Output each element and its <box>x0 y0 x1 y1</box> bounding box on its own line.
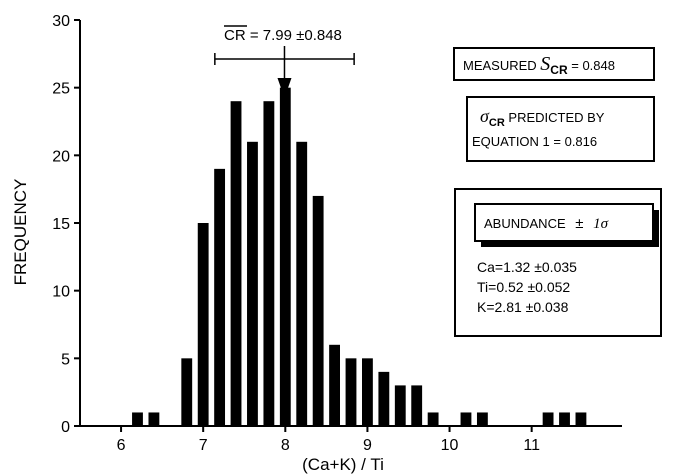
predicted-line1-rest: PREDICTED BY <box>505 110 605 125</box>
abundance-header-label: ABUNDANCE <box>484 216 566 231</box>
histogram-bar <box>394 385 406 426</box>
abundance-header-frame <box>474 203 654 242</box>
histogram-bar <box>345 358 357 426</box>
mean-symbol: CR <box>224 27 246 44</box>
x-tick-label: 9 <box>363 437 372 454</box>
measured-subscript: CR <box>550 63 568 77</box>
histogram-bar <box>214 168 226 426</box>
histogram-bar <box>329 344 340 426</box>
abundance-header-sigma: 1σ <box>593 216 609 232</box>
histogram-bar <box>362 358 373 426</box>
histogram-bar <box>378 371 390 426</box>
y-ticks-group: 0 5 10 15 20 25 30 <box>52 13 80 436</box>
histogram-bar <box>542 412 554 426</box>
histogram-bar <box>263 101 275 426</box>
y-tick-label: 30 <box>52 13 70 30</box>
measured-box: MEASURED SCR = 0.848 <box>453 47 655 81</box>
y-tick-label: 15 <box>52 216 70 233</box>
histogram-bar <box>296 141 308 427</box>
abundance-header: ABUNDANCE ± 1σ <box>484 215 609 232</box>
mean-annotation: CR = 7.99 ±0.848 <box>214 25 355 98</box>
predicted-box: σCR PREDICTED BY EQUATION 1 = 0.816 <box>466 96 655 162</box>
predicted-subscript: CR <box>489 117 505 129</box>
histogram-bar <box>247 141 258 427</box>
x-tick-label: 11 <box>523 437 540 454</box>
mean-arrow-head <box>277 78 292 98</box>
histogram-bar <box>575 412 587 426</box>
histogram-bar <box>460 412 472 426</box>
histogram-bar <box>427 412 439 426</box>
y-tick-label: 25 <box>52 81 70 98</box>
histogram-bar <box>148 412 160 426</box>
x-tick-label: 7 <box>199 437 208 454</box>
mean-label: CR = 7.99 ±0.848 <box>224 27 342 44</box>
histogram-bar <box>197 223 209 426</box>
abundance-ti: Ti=0.52 ±0.052 <box>477 279 570 295</box>
histogram-bar <box>476 412 488 426</box>
predicted-box-frame <box>466 96 655 162</box>
measured-suffix: = 0.848 <box>568 58 615 73</box>
measured-prefix: MEASURED <box>463 58 540 73</box>
y-tick-label: 10 <box>52 284 70 301</box>
x-tick-label: 6 <box>117 437 126 454</box>
abundance-ca: Ca=1.32 ±0.035 <box>477 259 577 275</box>
x-tick-label: 8 <box>281 437 290 454</box>
histogram-bar <box>411 385 423 426</box>
abundance-k: K=2.81 ±0.038 <box>477 299 569 315</box>
abundance-header-pm: ± <box>575 215 583 232</box>
x-ticks-group: 6 7 8 9 10 11 <box>117 426 540 454</box>
y-tick-label: 20 <box>52 148 70 165</box>
measured-box-frame <box>453 47 655 81</box>
histogram-bar <box>181 358 193 426</box>
x-tick-label: 10 <box>441 437 459 454</box>
mean-value: = 7.99 ±0.848 <box>246 27 342 44</box>
y-tick-label: 5 <box>61 351 70 368</box>
histogram-bar <box>132 412 143 426</box>
measured-symbol: S <box>540 53 550 75</box>
histogram-bar <box>312 195 324 426</box>
measured-text: MEASURED SCR = 0.848 <box>463 53 615 77</box>
histogram-bar <box>230 101 242 426</box>
predicted-symbol: σ <box>480 106 490 126</box>
predicted-line1: σCR PREDICTED BY <box>480 106 605 129</box>
histogram-bar <box>279 87 291 427</box>
histogram-bar <box>559 412 570 426</box>
y-tick-label: 0 <box>61 419 70 436</box>
predicted-line2: EQUATION 1 = 0.816 <box>472 134 597 149</box>
x-axis-label: (Ca+K) / Ti <box>302 455 384 474</box>
abundance-box: ABUNDANCE ± 1σ Ca=1.32 ±0.035 Ti=0.52 ±0… <box>454 188 662 337</box>
y-axis-label: FREQUENCY <box>11 179 30 286</box>
bars-group <box>132 87 587 427</box>
